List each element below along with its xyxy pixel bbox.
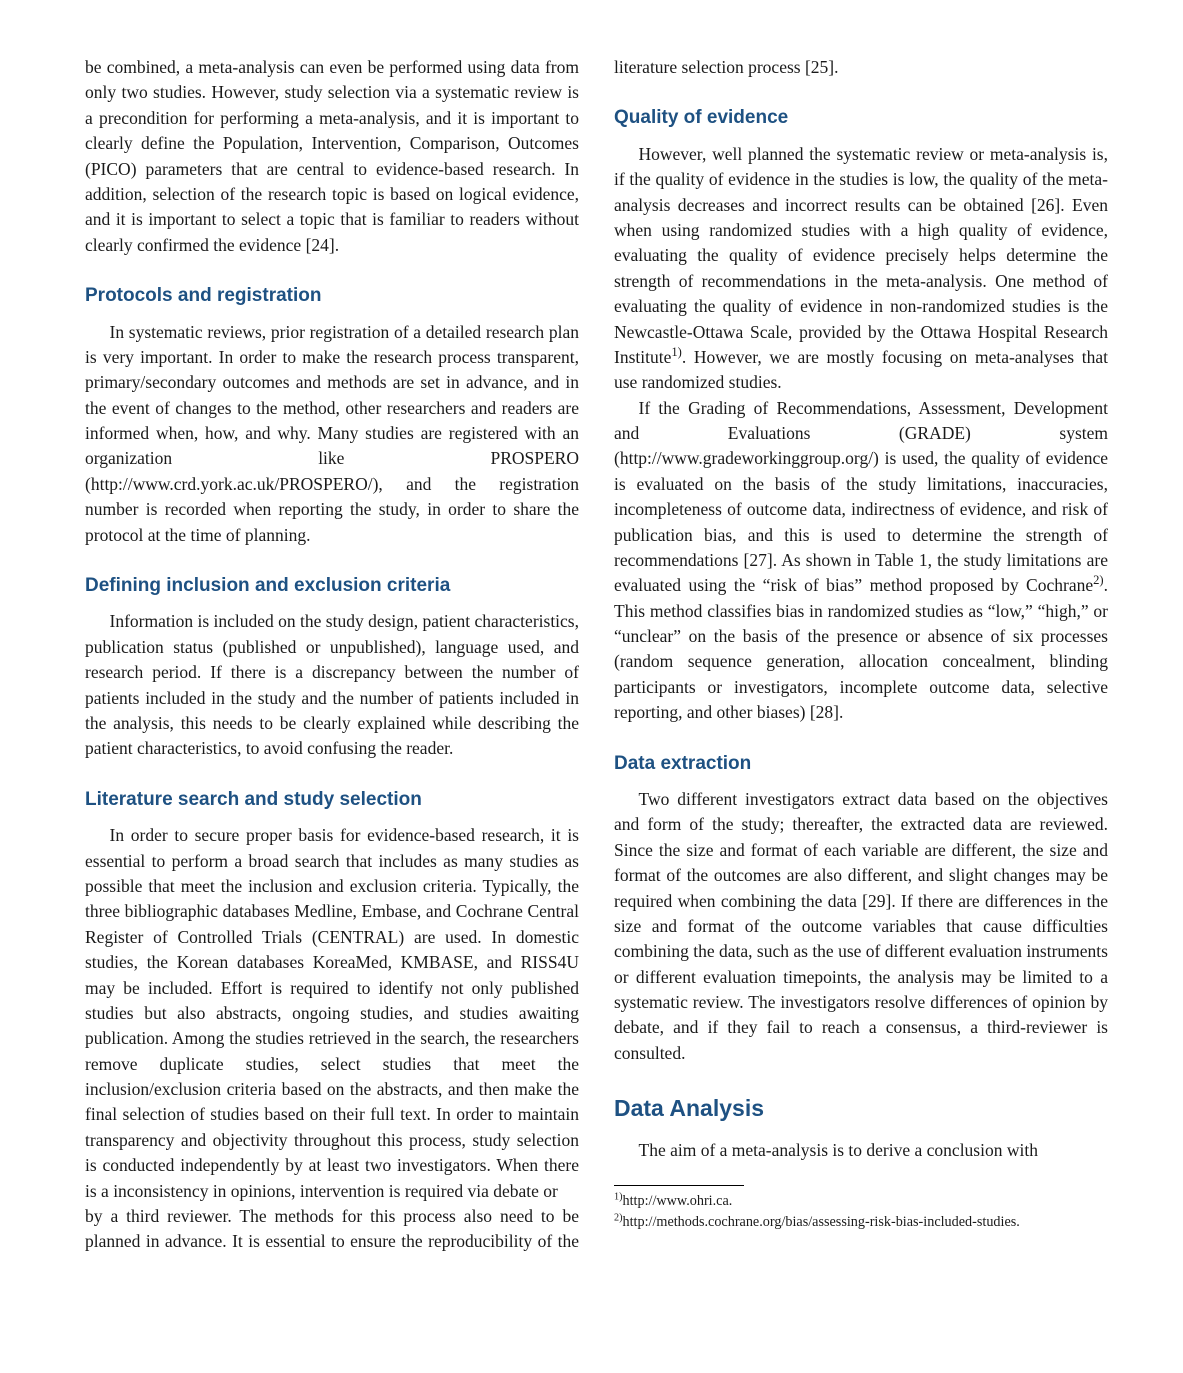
- footnote-2-text: http://methods.cochrane.org/bias/assessi…: [623, 1214, 1020, 1230]
- quality-para-2-post: . This method classifies bias in randomi…: [614, 575, 1108, 722]
- heading-data-extraction: Data extraction: [614, 750, 1108, 778]
- protocols-para: In systematic reviews, prior registratio…: [85, 320, 579, 548]
- lead-continuation-para: be combined, a meta-analysis can even be…: [85, 55, 579, 258]
- heading-quality: Quality of evidence: [614, 104, 1108, 132]
- quality-para-2-pre: If the Grading of Recommendations, Asses…: [614, 398, 1108, 596]
- footnote-1-text: http://www.ohri.ca.: [623, 1193, 733, 1209]
- quality-para-2: If the Grading of Recommendations, Asses…: [614, 396, 1108, 726]
- footnote-1-marker: 1): [614, 1191, 623, 1202]
- footnote-2-marker: 2): [614, 1212, 623, 1223]
- two-column-page: be combined, a meta-analysis can even be…: [85, 55, 1108, 1255]
- data-extraction-para: Two different investigators extract data…: [614, 787, 1108, 1066]
- footnote-ref-1: 1): [671, 345, 682, 359]
- footnote-1: 1)http://www.ohri.ca.: [614, 1192, 1108, 1211]
- criteria-para: Information is included on the study des…: [85, 609, 579, 761]
- quality-para-1-pre: However, well planned the systematic rev…: [614, 144, 1108, 367]
- footnote-2: 2)http://methods.cochrane.org/bias/asses…: [614, 1213, 1108, 1232]
- quality-para-1-post: . However, we are mostly focusing on met…: [614, 347, 1108, 392]
- heading-litsearch: Literature search and study selection: [85, 786, 579, 814]
- heading-protocols: Protocols and registration: [85, 282, 579, 310]
- heading-criteria: Defining inclusion and exclusion criteri…: [85, 572, 579, 600]
- litsearch-para: In order to secure proper basis for evid…: [85, 823, 579, 1204]
- quality-para-1: However, well planned the systematic rev…: [614, 142, 1108, 396]
- footnote-rule: [614, 1185, 744, 1186]
- heading-data-analysis: Data Analysis: [614, 1092, 1108, 1125]
- data-analysis-para: The aim of a meta-analysis is to derive …: [614, 1138, 1108, 1163]
- footnotes-block: 1)http://www.ohri.ca. 2)http://methods.c…: [614, 1185, 1108, 1232]
- footnote-ref-2: 2): [1093, 573, 1104, 587]
